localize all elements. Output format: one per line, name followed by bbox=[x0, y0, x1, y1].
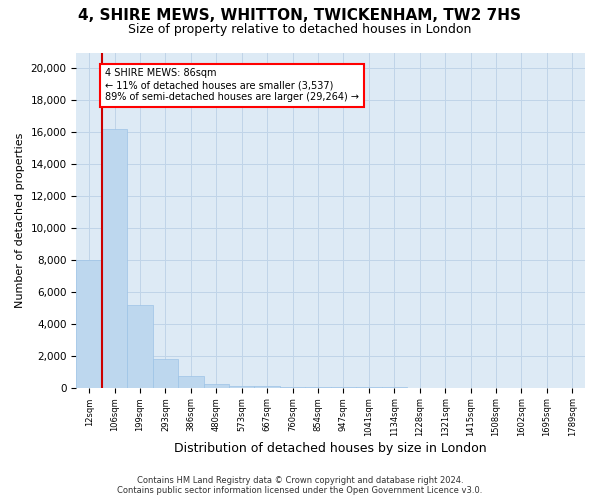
Bar bbox=[178, 376, 203, 388]
Y-axis label: Number of detached properties: Number of detached properties bbox=[15, 132, 25, 308]
Bar bbox=[305, 387, 331, 388]
Bar bbox=[102, 129, 127, 388]
Bar bbox=[152, 359, 178, 388]
Text: 4, SHIRE MEWS, WHITTON, TWICKENHAM, TW2 7HS: 4, SHIRE MEWS, WHITTON, TWICKENHAM, TW2 … bbox=[79, 8, 521, 22]
Bar bbox=[229, 386, 254, 388]
Bar bbox=[127, 304, 152, 388]
Text: 4 SHIRE MEWS: 86sqm
← 11% of detached houses are smaller (3,537)
89% of semi-det: 4 SHIRE MEWS: 86sqm ← 11% of detached ho… bbox=[105, 68, 359, 102]
Bar bbox=[254, 386, 280, 388]
X-axis label: Distribution of detached houses by size in London: Distribution of detached houses by size … bbox=[175, 442, 487, 455]
Bar bbox=[203, 384, 229, 388]
Text: Contains HM Land Registry data © Crown copyright and database right 2024.
Contai: Contains HM Land Registry data © Crown c… bbox=[118, 476, 482, 495]
Bar bbox=[76, 260, 102, 388]
Text: Size of property relative to detached houses in London: Size of property relative to detached ho… bbox=[128, 22, 472, 36]
Bar bbox=[280, 387, 305, 388]
